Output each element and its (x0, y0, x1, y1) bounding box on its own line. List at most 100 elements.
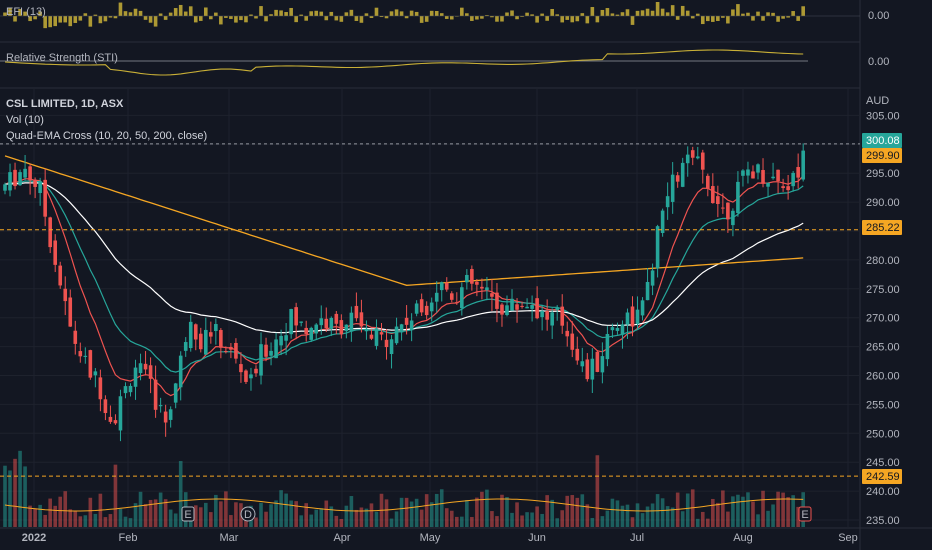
efi-bar (329, 11, 334, 16)
volume-bar (550, 499, 554, 527)
price-tag-close: 299.90 (862, 148, 902, 163)
candle-body (259, 344, 263, 376)
candle-body (58, 265, 63, 286)
candle-body (449, 293, 454, 300)
event-marker-e[interactable]: E (798, 506, 812, 522)
efi-bar (429, 10, 434, 16)
volume-bar (214, 494, 218, 527)
efi-bar (33, 16, 37, 20)
candles[interactable] (3, 143, 805, 442)
efi-bar (595, 16, 600, 23)
efi-bar (660, 8, 665, 16)
candle-body (414, 303, 419, 314)
ema-20-line (4, 180, 804, 373)
volume-bar (128, 518, 133, 527)
efi-bar (756, 11, 760, 16)
volume-bar (319, 508, 324, 527)
efi-bar (214, 12, 218, 16)
volume-bar (565, 495, 570, 527)
efi-bar (249, 14, 253, 16)
candle-body (3, 184, 7, 191)
volume-bar (475, 497, 479, 527)
volume-bar (103, 517, 108, 527)
relative-strength-line (0, 49, 808, 76)
efi-bar (239, 16, 243, 21)
candle-body (118, 396, 123, 431)
price-tag-level-mid: 285.22 (862, 220, 902, 235)
candle-body (771, 176, 775, 179)
efi-bar (88, 16, 93, 27)
volume-bar (158, 492, 163, 527)
efi-bar (721, 16, 725, 18)
volume-bar (791, 495, 795, 527)
efi-bar (475, 16, 479, 20)
efi-bar (434, 11, 439, 16)
price-tick-label: 250.00 (866, 428, 900, 440)
efi-bar (600, 9, 605, 16)
volume-bar (198, 507, 203, 527)
event-marker-d[interactable]: D (240, 506, 256, 522)
volume-bar (761, 490, 765, 527)
volume-bar (545, 495, 549, 527)
volume-bar (414, 498, 419, 527)
volume-bar (133, 503, 138, 527)
volume-bar (93, 513, 98, 527)
candle-body (620, 324, 625, 335)
price-tick-label: 245.00 (866, 457, 900, 469)
volume-legend[interactable]: Vol (10) (6, 114, 44, 126)
candle-body (153, 379, 158, 410)
price-tag-close-text: 299.90 (866, 150, 900, 162)
candle-body (640, 300, 645, 316)
efi-bar (379, 16, 384, 18)
candle-body (650, 270, 655, 286)
efi-bar (48, 16, 52, 28)
candle-body (349, 312, 354, 332)
efi-bar (138, 10, 143, 16)
volume-bar (530, 512, 534, 527)
efi-bar (530, 14, 534, 16)
efi-bar (274, 9, 278, 16)
candle-body (625, 312, 630, 325)
ema-50-line (4, 182, 804, 334)
candle-body (485, 287, 489, 291)
volume-bar (726, 511, 730, 527)
candle-body (585, 359, 590, 380)
price-tick-label: 275.00 (866, 284, 900, 296)
efi-bar (560, 16, 565, 23)
time-label: Apr (333, 532, 350, 544)
price-tag-last-high-text: 300.08 (866, 135, 900, 147)
candle-body (655, 226, 660, 269)
candle-body (103, 399, 108, 414)
candle-body (83, 355, 88, 357)
volume-bar (53, 505, 57, 527)
ema-legend[interactable]: Quad-EMA Cross (10, 20, 50, 200, close) (6, 130, 208, 142)
candle-body (98, 377, 103, 400)
event-marker-e[interactable]: E (181, 506, 195, 522)
symbol-title[interactable]: CSL LIMITED, 1D, ASX (6, 98, 124, 110)
volume-bar (510, 512, 514, 527)
volume-bar (83, 515, 88, 527)
candle-body (188, 321, 193, 349)
volume-bar (364, 508, 369, 527)
efi-bar (409, 10, 414, 16)
efi-bar (269, 14, 273, 16)
candle-body (73, 330, 78, 344)
volume-bar (344, 505, 349, 527)
candle-body (23, 168, 27, 178)
efi-bar (389, 11, 394, 16)
time-axis[interactable]: 2022 Feb Mar Apr May Jun Jul Aug Sep (22, 532, 858, 544)
candle-body (695, 156, 700, 159)
efi-bar (219, 16, 223, 25)
volume-bar (108, 514, 113, 527)
volume-bar (741, 496, 745, 527)
volume-bar (143, 504, 148, 527)
candle-body (560, 306, 565, 326)
candle-body (680, 162, 685, 187)
efi-bar (610, 13, 615, 16)
candle-body (63, 288, 68, 302)
efi-bar (209, 16, 213, 20)
volume-bar (58, 496, 63, 527)
price-axis[interactable]: AUD 305.00300.00295.00290.00285.00280.00… (866, 95, 900, 527)
